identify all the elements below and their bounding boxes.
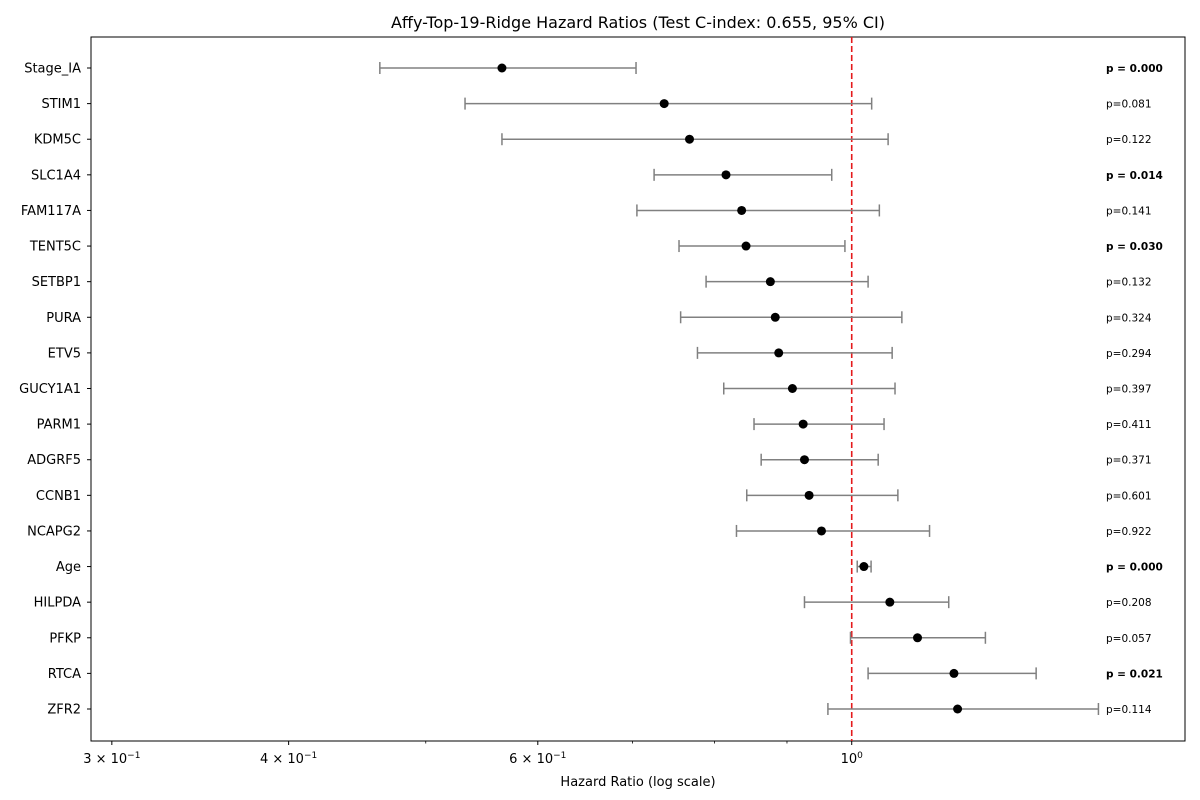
forest-row: STIM1 p=0.081 xyxy=(41,97,1151,112)
p-value-label: p=0.132 xyxy=(1106,277,1152,289)
hazard-ratio-point xyxy=(816,526,826,536)
y-tick-label: CCNB1 xyxy=(36,489,81,504)
forest-row: ETV5 p=0.294 xyxy=(48,346,1152,361)
forest-row: ZFR2 p=0.114 xyxy=(47,703,1152,718)
x-tick-label: 3 × 10−1 xyxy=(83,751,140,767)
y-tick-label: PURA xyxy=(46,311,81,326)
p-value-label: p=0.294 xyxy=(1106,348,1152,360)
chart-title: Affy-Top-19-Ridge Hazard Ratios (Test C-… xyxy=(391,13,885,32)
x-axis: 3 × 10−1 4 × 10−1 6 × 10−1 100 xyxy=(83,741,863,767)
p-value-label: p=0.057 xyxy=(1106,633,1152,645)
p-value-label: p=0.141 xyxy=(1106,205,1152,217)
y-tick-label: PFKP xyxy=(49,631,81,646)
forest-row: SETBP1 p=0.132 xyxy=(32,275,1152,290)
hazard-ratio-point xyxy=(659,99,669,109)
forest-row: GUCY1A1 p=0.397 xyxy=(19,382,1151,397)
hazard-ratio-point xyxy=(774,348,784,358)
p-value-label: p=0.397 xyxy=(1106,384,1152,396)
y-tick-label: HILPDA xyxy=(34,596,81,611)
hazard-ratio-point xyxy=(721,170,731,180)
y-tick-label: ETV5 xyxy=(48,346,81,361)
forest-row: PFKP p=0.057 xyxy=(49,631,1151,646)
hazard-ratio-point xyxy=(953,704,963,714)
x-tick-label: 100 xyxy=(841,751,864,767)
y-tick-label: ZFR2 xyxy=(47,703,81,718)
y-tick-label: STIM1 xyxy=(41,97,81,112)
y-tick-label: RTCA xyxy=(48,667,81,682)
p-value-label: p=0.114 xyxy=(1106,704,1152,716)
hazard-ratio-point xyxy=(913,633,923,643)
forest-row: ADGRF5 p=0.371 xyxy=(27,453,1151,468)
y-tick-label: TENT5C xyxy=(29,240,81,255)
forest-row: FAM117A p=0.141 xyxy=(21,204,1152,219)
hazard-ratio-point xyxy=(765,277,775,287)
p-value-label: p=0.411 xyxy=(1106,419,1152,431)
p-value-label: p=0.922 xyxy=(1106,526,1152,538)
y-tick-label: PARM1 xyxy=(37,418,81,433)
p-value-label: p = 0.030 xyxy=(1106,241,1163,253)
forest-row: RTCA p = 0.021 xyxy=(48,667,1163,682)
p-value-label: p = 0.014 xyxy=(1106,170,1163,182)
y-tick-label: SETBP1 xyxy=(32,275,81,290)
hazard-ratio-point xyxy=(799,455,809,465)
y-tick-label: FAM117A xyxy=(21,204,81,219)
hazard-ratio-point xyxy=(885,597,895,607)
hazard-ratio-point xyxy=(949,668,959,678)
forest-row: KDM5C p=0.122 xyxy=(34,133,1152,148)
p-value-label: p=0.371 xyxy=(1106,455,1152,467)
hazard-ratio-point xyxy=(741,241,751,251)
hazard-ratio-point xyxy=(798,419,808,429)
y-tick-label: KDM5C xyxy=(34,133,81,148)
forest-row: NCAPG2 p=0.922 xyxy=(27,524,1151,539)
hazard-ratio-point xyxy=(685,134,695,144)
y-tick-label: GUCY1A1 xyxy=(19,382,81,397)
hazard-ratio-point xyxy=(804,490,814,500)
forest-row: PARM1 p=0.411 xyxy=(37,418,1152,433)
hazard-ratio-point xyxy=(787,384,797,393)
forest-row: Stage_IA p = 0.000 xyxy=(24,62,1163,77)
y-tick-label: NCAPG2 xyxy=(27,524,81,539)
p-value-label: p=0.324 xyxy=(1106,312,1152,324)
p-value-label: p = 0.021 xyxy=(1106,668,1163,680)
forest-row: SLC1A4 p = 0.014 xyxy=(31,168,1163,183)
forest-row: HILPDA p=0.208 xyxy=(34,596,1152,611)
hazard-ratio-point xyxy=(737,205,747,215)
hazard-ratio-point xyxy=(770,312,780,322)
p-value-label: p=0.601 xyxy=(1106,490,1152,502)
p-value-label: p=0.208 xyxy=(1106,597,1152,609)
p-value-label: p=0.122 xyxy=(1106,134,1152,146)
y-tick-label: SLC1A4 xyxy=(31,168,81,183)
forest-row: PURA p=0.324 xyxy=(46,311,1152,326)
x-tick-label: 4 × 10−1 xyxy=(260,751,317,767)
p-value-label: p = 0.000 xyxy=(1106,562,1163,574)
forest-row: CCNB1 p=0.601 xyxy=(36,489,1152,504)
plot-frame xyxy=(90,36,1186,742)
p-value-label: p=0.081 xyxy=(1106,99,1152,111)
y-tick-label: Age xyxy=(56,560,81,575)
y-tick-label: ADGRF5 xyxy=(27,453,81,468)
y-tick-label: Stage_IA xyxy=(24,62,81,77)
x-tick-label: 6 × 10−1 xyxy=(509,751,566,767)
x-axis-label: Hazard Ratio (log scale) xyxy=(560,775,715,790)
hazard-ratio-point xyxy=(859,562,869,572)
p-value-label: p = 0.000 xyxy=(1106,63,1163,75)
hazard-ratio-point xyxy=(497,63,507,73)
forest-row: TENT5C p = 0.030 xyxy=(29,240,1163,255)
forest-row: Age p = 0.000 xyxy=(56,560,1163,575)
